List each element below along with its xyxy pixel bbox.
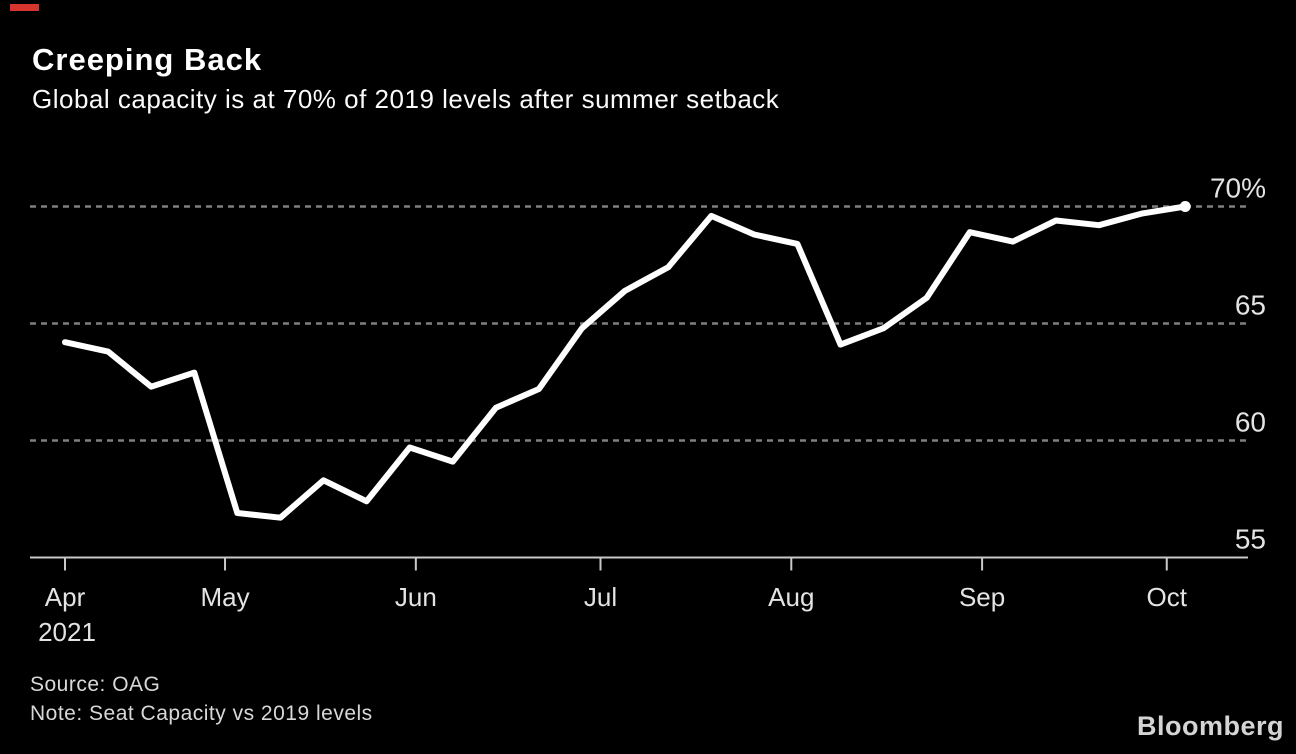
x-axis-label-jun: Jun — [395, 582, 437, 612]
bloomberg-logo: Bloomberg — [1136, 711, 1284, 741]
note-label: Note: Seat Capacity vs 2019 levels — [30, 702, 373, 725]
capacity-line-series — [62, 203, 1189, 521]
y-axis-label-70: 70% — [1210, 173, 1266, 204]
x-axis-year-label: 2021 — [38, 617, 96, 647]
red-accent-mark — [10, 4, 39, 11]
x-axis-label-oct: Oct — [1147, 582, 1188, 612]
x-axis-label-may: May — [200, 582, 249, 612]
y-axis-label-55: 55 — [1235, 524, 1266, 555]
last-point-dot — [1179, 201, 1191, 212]
y-axis-label-65: 65 — [1235, 290, 1266, 321]
x-axis-label-jul: Jul — [584, 582, 617, 612]
source-label: Source: OAG — [30, 673, 161, 696]
page-title: Creeping Back — [32, 42, 263, 77]
footer: Source: OAG Note: Seat Capacity vs 2019 … — [30, 670, 373, 728]
y-axis-label-60: 60 — [1235, 407, 1266, 438]
x-axis-label-sep: Sep — [959, 582, 1005, 612]
page-subtitle: Global capacity is at 70% of 2019 levels… — [32, 84, 780, 114]
x-axis-label-aug: Aug — [768, 582, 814, 612]
x-axis-label-apr: Apr — [45, 582, 86, 612]
